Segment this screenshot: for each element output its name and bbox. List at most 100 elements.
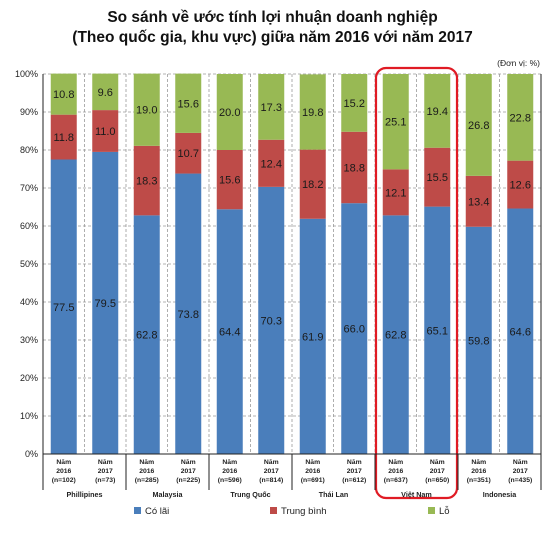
- data-label: 79.5: [95, 298, 116, 310]
- data-label: 12.1: [385, 187, 406, 199]
- data-label: 11.8: [53, 132, 74, 144]
- x-tick-label: (n=650): [425, 477, 449, 484]
- y-tick-label: 60%: [20, 221, 38, 231]
- x-tick-label: (n=351): [467, 477, 491, 484]
- bar-segment: [382, 74, 409, 170]
- bar-segment: [341, 74, 368, 132]
- y-tick-label: 70%: [20, 183, 38, 193]
- x-tick-label: Năm: [181, 459, 196, 466]
- data-label: 15.5: [427, 172, 448, 184]
- bar-segment: [133, 73, 160, 146]
- x-tick-label: (n=691): [301, 477, 325, 484]
- x-tick-label: (n=612): [342, 477, 366, 484]
- y-tick-label: 0%: [25, 449, 38, 459]
- bar-segment: [92, 73, 119, 111]
- bar-segment: [258, 139, 285, 187]
- bar-segment: [50, 114, 77, 160]
- x-tick-label: Năm: [222, 459, 237, 466]
- x-tick-label: (n=285): [135, 477, 159, 484]
- bar-segment: [465, 226, 492, 454]
- x-tick-label: (n=637): [384, 477, 408, 484]
- data-label: 15.2: [344, 98, 365, 110]
- x-tick-label: Năm: [388, 459, 403, 466]
- bar-segment: [424, 74, 451, 148]
- data-label: 77.5: [53, 302, 74, 314]
- bar-segment: [216, 150, 243, 210]
- legend-label: Lỗ: [439, 506, 450, 517]
- legend-swatch: [134, 507, 141, 514]
- group-label: Malaysia: [153, 490, 184, 499]
- legend-swatch: [428, 507, 435, 514]
- axes: 0% 10% 20% 30% 40% 50% 60% 70% 80% 90% 100% Năm 2016…: [15, 69, 542, 499]
- unit-label: (Đơn vị: %): [497, 58, 540, 68]
- bar-segment: [424, 206, 451, 454]
- bar-segment: [92, 151, 119, 454]
- data-label: 17.3: [261, 102, 282, 114]
- data-label: 19.4: [427, 106, 448, 118]
- x-tick-label: Năm: [98, 459, 113, 466]
- bar-segment: [175, 73, 202, 133]
- bar-segment: [133, 215, 160, 454]
- y-tick-label: 20%: [20, 373, 38, 383]
- bar-segment: [507, 74, 534, 161]
- data-label: 70.3: [261, 315, 282, 327]
- data-label: 22.8: [510, 112, 531, 124]
- x-tick-label: Năm: [513, 459, 528, 466]
- data-label: 62.8: [385, 330, 406, 342]
- data-label: 15.6: [178, 98, 199, 110]
- group-label: Indonesia: [483, 490, 518, 499]
- data-label: 12.6: [510, 180, 531, 192]
- group-label: Phillipines: [67, 490, 103, 499]
- bar-segment: [382, 169, 409, 216]
- group-label: Thái Lan: [319, 490, 349, 499]
- legend: Có lãi Trung bình Lỗ: [134, 506, 450, 517]
- data-label: 62.8: [136, 330, 157, 342]
- data-label: 19.8: [302, 107, 323, 119]
- data-label: 20.0: [219, 107, 240, 119]
- data-label: 73.8: [178, 309, 199, 321]
- x-tick-label: 2016: [56, 468, 71, 475]
- y-tick-label: 100%: [15, 69, 38, 79]
- bar-segment: [133, 145, 160, 216]
- data-label: 26.8: [468, 120, 489, 132]
- data-label: 66.0: [344, 324, 365, 336]
- x-tick-label: Năm: [305, 459, 320, 466]
- x-tick-label: 2017: [513, 468, 528, 475]
- x-tick-label: Năm: [264, 459, 279, 466]
- x-tick-label: 2016: [222, 468, 237, 475]
- data-label: 15.6: [219, 175, 240, 187]
- bar-segment: [50, 73, 77, 115]
- y-tick-label: 90%: [20, 107, 38, 117]
- bar-segment: [216, 74, 243, 150]
- bar-segment: [216, 209, 243, 454]
- data-labels: 77.5 11.8 10.8 79.5 11.0 9.6 62.8 18.3 19.0 73.8 1…: [53, 66, 531, 500]
- chart-title-line-1: So sánh về ước tính lợi nhuận doanh nghi…: [107, 9, 438, 26]
- data-label: 12.4: [261, 158, 282, 170]
- x-tick-label: 2017: [181, 468, 196, 475]
- x-tick-label: 2017: [430, 468, 445, 475]
- x-tick-label: 2016: [305, 468, 320, 475]
- data-label: 64.6: [510, 326, 531, 338]
- bar-segment: [175, 173, 202, 454]
- data-label: 9.6: [98, 87, 113, 99]
- bar-segment: [92, 110, 119, 152]
- y-tick-label: 30%: [20, 335, 38, 345]
- data-label: 59.8: [468, 335, 489, 347]
- legend-swatch: [270, 507, 277, 514]
- chart-title-line-2: (Theo quốc gia, khu vực) giữa năm 2016 v…: [72, 29, 473, 46]
- bar-segment: [424, 147, 451, 207]
- x-tick-label: 2016: [139, 468, 154, 475]
- x-tick-label: 2016: [388, 468, 403, 475]
- y-tick-label: 10%: [20, 411, 38, 421]
- bar-segment: [382, 215, 409, 454]
- x-tick-label: Năm: [430, 459, 445, 466]
- x-tick-label: (n=435): [508, 477, 532, 484]
- bar-segment: [465, 175, 492, 227]
- bar-segment: [299, 74, 326, 150]
- x-tick-label: (n=225): [176, 477, 200, 484]
- highlight-frame: [374, 66, 459, 500]
- x-tick-label: Năm: [139, 459, 154, 466]
- legend-label: Trung bình: [281, 506, 327, 517]
- bars: [50, 73, 534, 455]
- bar-segment: [465, 74, 492, 176]
